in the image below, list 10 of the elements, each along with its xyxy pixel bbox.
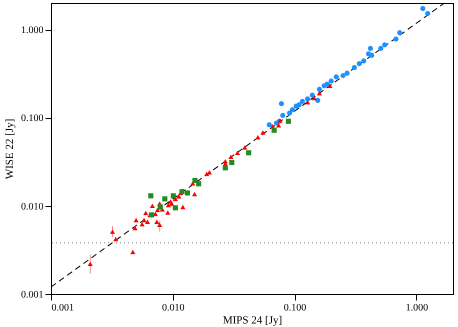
y-tick-label: 1.000 [21, 25, 44, 36]
x-tick-label: 0.010 [162, 302, 185, 314]
x-axis-title: MIPS 24 [Jy] [222, 314, 282, 326]
x-tick-label: 0.100 [284, 302, 306, 314]
y-tick-label: 0.001 [21, 290, 44, 300]
y-tick-label: 0.010 [21, 201, 44, 212]
x-tick-label: 0.001 [52, 302, 74, 314]
x-tick-label: 1.000 [406, 302, 428, 314]
y-tick-label: 0.100 [21, 113, 44, 124]
y-axis-title: WISE 22 [Jy] [4, 118, 16, 180]
